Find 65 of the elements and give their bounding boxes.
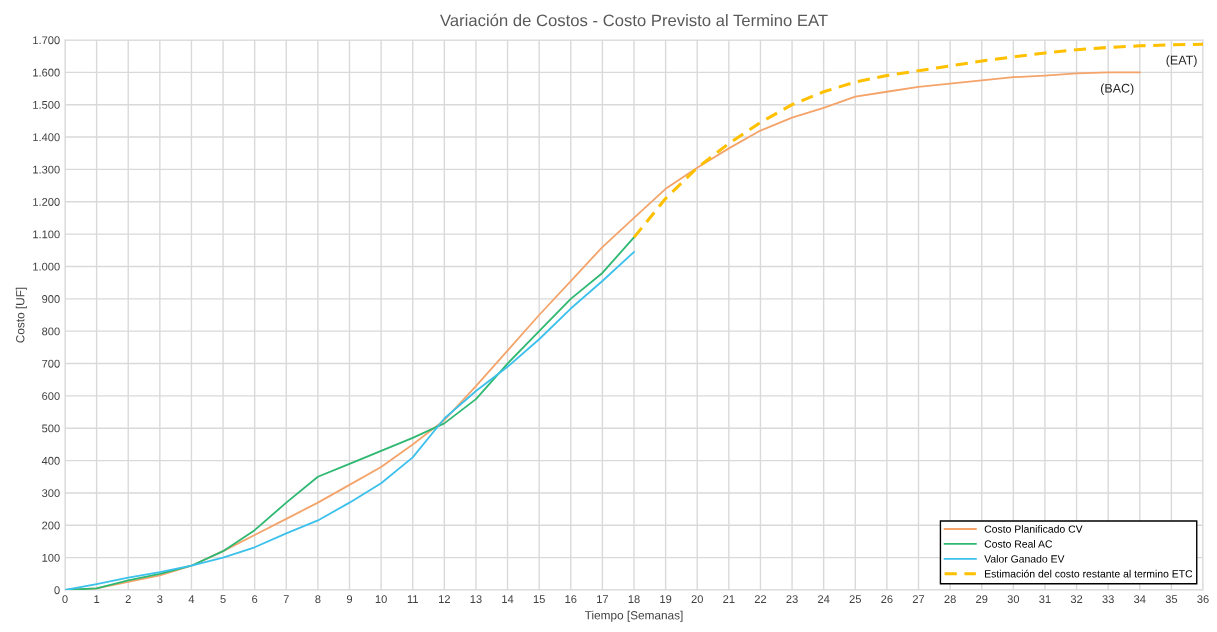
y-tick-label: 500 — [42, 424, 60, 433]
y-tick-label: 100 — [42, 553, 60, 562]
x-tick-label: 36 — [1197, 595, 1209, 604]
annotation: (EAT) — [1166, 55, 1197, 67]
x-tick-label: 13 — [470, 595, 482, 604]
x-tick-label: 33 — [1102, 595, 1114, 604]
y-tick-label: 1.400 — [33, 133, 60, 142]
x-tick-label: 9 — [346, 595, 353, 604]
x-tick-label: 15 — [533, 595, 545, 604]
x-tick-label: 31 — [1039, 595, 1051, 604]
x-tick-label: 3 — [157, 595, 163, 604]
x-tick-label: 17 — [597, 595, 609, 603]
x-tick-label: 23 — [786, 595, 798, 604]
x-tick-label: 18 — [628, 595, 640, 604]
legend-label: Valor Ganado EV — [984, 554, 1065, 563]
x-tick-label: 16 — [565, 595, 577, 604]
y-tick-label: 1.000 — [33, 262, 60, 271]
x-tick-label: 7 — [283, 595, 289, 603]
y-tick-label: 1.300 — [33, 165, 60, 174]
x-tick-label: 26 — [881, 595, 893, 604]
x-tick-label: 32 — [1070, 595, 1083, 604]
x-tick-label: 35 — [1165, 595, 1178, 604]
x-tick-label: 19 — [660, 595, 672, 604]
annotation: (BAC) — [1100, 83, 1134, 96]
legend-label: Costo Planificado CV — [984, 525, 1083, 533]
x-tick-label: 22 — [754, 595, 767, 603]
x-axis-title: Tiempo [Semanas] — [584, 610, 683, 622]
y-tick-label: 300 — [42, 489, 60, 498]
chart-title: Variación de Costos - Costo Previsto al Termino EAT — [440, 13, 828, 27]
x-tick-label: 6 — [252, 595, 258, 604]
x-tick-label: 10 — [375, 595, 387, 604]
x-tick-label: 1 — [94, 595, 100, 603]
x-tick-label: 0 — [62, 595, 68, 604]
y-axis-title: Costo [UF] — [15, 287, 27, 343]
y-tick-label: 1.600 — [33, 68, 60, 77]
x-tick-label: 29 — [976, 595, 988, 604]
x-tick-label: 14 — [502, 595, 514, 603]
x-tick-label: 30 — [1007, 595, 1020, 604]
y-tick-label: 700 — [42, 359, 60, 368]
line-series — [632, 42, 1203, 239]
y-tick-label: 900 — [42, 295, 60, 303]
legend-label: Costo Real AC — [984, 540, 1053, 548]
x-tick-label: 28 — [944, 595, 956, 604]
y-tick-label: 800 — [42, 327, 60, 336]
x-tick-label: 27 — [912, 595, 925, 603]
x-tick-label: 8 — [315, 595, 321, 604]
x-tick-label: 5 — [220, 595, 226, 604]
y-tick-label: 600 — [42, 392, 60, 401]
legend-label: Estimación del costo restante al termino ETC — [985, 569, 1193, 578]
x-tick-label: 11 — [407, 595, 418, 603]
x-tick-label: 21 — [723, 595, 735, 603]
y-tick-label: 1.200 — [33, 198, 60, 206]
y-tick-label: 1.500 — [33, 100, 60, 109]
x-tick-label: 20 — [691, 595, 703, 604]
y-tick-label: 0 — [54, 586, 60, 595]
x-tick-label: 2 — [125, 595, 131, 603]
y-tick-label: 200 — [42, 521, 60, 530]
x-tick-label: 12 — [439, 595, 450, 603]
x-tick-label: 25 — [849, 595, 861, 604]
x-tick-label: 24 — [818, 595, 830, 603]
x-tick-label: 4 — [188, 595, 195, 603]
x-tick-label: 34 — [1134, 595, 1146, 604]
y-tick-label: 400 — [41, 456, 60, 465]
y-tick-label: 1.700 — [33, 36, 60, 45]
y-tick-label: 1.100 — [33, 230, 60, 239]
